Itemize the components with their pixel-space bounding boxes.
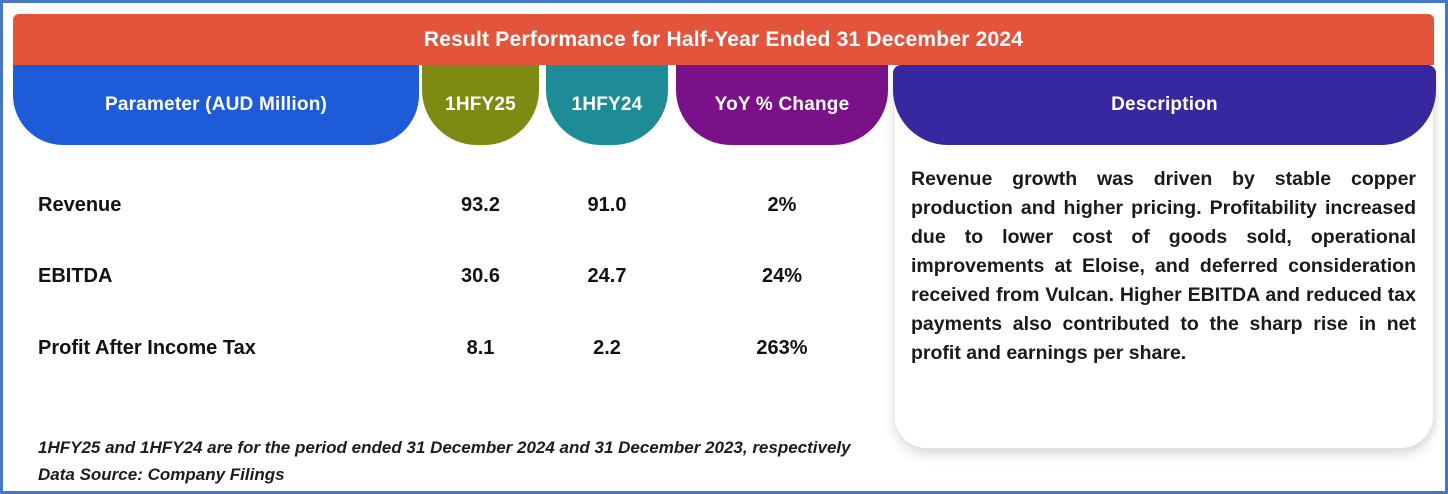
table-row: Profit After Income Tax 8.1 2.2 263% — [3, 333, 893, 363]
row-label: Revenue — [38, 194, 122, 216]
footnotes: 1HFY25 and 1HFY24 are for the period end… — [38, 434, 851, 488]
value-yoy-change: 2% — [767, 194, 797, 216]
value-1hfy24: 91.0 — [587, 194, 627, 216]
value-1hfy25: 30.6 — [461, 265, 500, 287]
column-header-label: 1HFY25 — [445, 94, 516, 115]
value-1hfy24: 2.2 — [593, 337, 621, 359]
value-yoy-change: 24% — [761, 265, 803, 287]
page-title: Result Performance for Half-Year Ended 3… — [423, 27, 1024, 51]
column-header-1hfy25: 1HFY25 — [422, 65, 539, 145]
value-1hfy24: 24.7 — [587, 265, 627, 287]
table-row: EBITDA 30.6 24.7 24% — [3, 261, 893, 291]
column-header-1hfy24: 1HFY24 — [546, 65, 668, 145]
column-header-label: YoY % Change — [714, 94, 850, 115]
description-text: Revenue growth was driven by stable copp… — [911, 168, 1416, 364]
table-row: Revenue 93.2 91.0 2% — [3, 190, 893, 220]
footnote-data-source: Data Source: Company Filings — [38, 465, 285, 484]
description-card: Description Revenue growth was driven by… — [893, 65, 1436, 449]
row-label: Profit After Income Tax — [38, 337, 256, 359]
column-header-description: Description — [893, 65, 1436, 145]
value-1hfy25: 8.1 — [466, 337, 495, 359]
column-header-label: Description — [1111, 94, 1218, 115]
column-header-yoy-change: YoY % Change — [676, 65, 888, 145]
column-header-parameter: Parameter (AUD Million) — [13, 65, 419, 145]
row-label: EBITDA — [38, 265, 113, 287]
footnote-period: 1HFY25 and 1HFY24 are for the period end… — [38, 438, 851, 457]
column-header-label: Parameter (AUD Million) — [104, 94, 328, 115]
value-1hfy25: 93.2 — [461, 194, 500, 216]
value-yoy-change: 263% — [756, 337, 808, 359]
title-banner: Result Performance for Half-Year Ended 3… — [13, 14, 1434, 65]
column-header-label: 1HFY24 — [571, 94, 643, 115]
